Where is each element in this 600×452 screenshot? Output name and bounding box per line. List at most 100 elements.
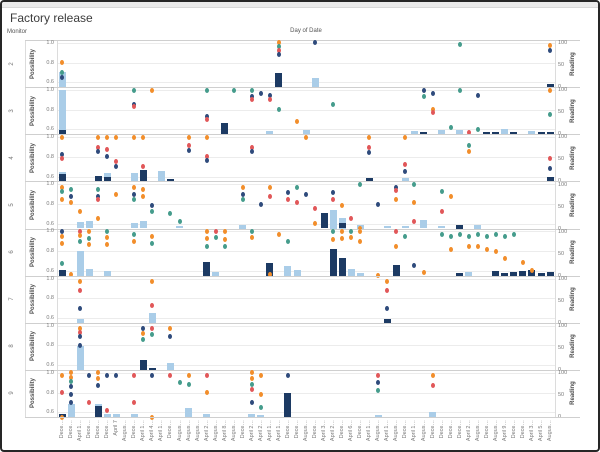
possibility-dot-n[interactable] (69, 384, 73, 390)
possibility-dot-t[interactable] (204, 87, 209, 93)
reading-bar-dark[interactable] (365, 177, 373, 182)
reading-bar-light[interactable] (284, 265, 292, 276)
reading-bar-dark[interactable] (492, 271, 500, 276)
possibility-dot-t[interactable] (475, 126, 480, 132)
column-axis-label[interactable]: Dece… (284, 420, 291, 439)
possibility-dot-n[interactable] (69, 193, 73, 199)
possibility-dot-t[interactable] (249, 228, 254, 234)
possibility-dot-t[interactable] (240, 196, 245, 202)
possibility-dot-o[interactable] (385, 279, 390, 284)
possibility-dot-o[interactable] (349, 234, 354, 240)
possibility-dot-n[interactable] (105, 154, 110, 160)
possibility-dot-o[interactable] (340, 203, 345, 209)
column-axis-label[interactable]: Dece… (95, 420, 102, 439)
column-axis-label[interactable]: Dece… (357, 420, 364, 439)
possibility-dot-t[interactable] (358, 181, 363, 187)
reading-bar-light[interactable] (248, 413, 256, 417)
possibility-dot-o[interactable] (313, 221, 317, 227)
possibility-dot-n[interactable] (204, 114, 209, 120)
reading-bar-light[interactable] (76, 319, 84, 323)
possibility-dot-n[interactable] (285, 373, 290, 379)
reading-bar-light[interactable] (176, 225, 183, 229)
possibility-dot-o[interactable] (267, 272, 272, 278)
column-axis-label[interactable]: Dece… (402, 420, 409, 439)
possibility-dot-t[interactable] (349, 228, 354, 234)
possibility-dot-o[interactable] (132, 238, 137, 244)
possibility-dot-o[interactable] (96, 134, 101, 140)
possibility-dot-t[interactable] (412, 181, 417, 187)
possibility-dot-o[interactable] (249, 370, 254, 376)
possibility-dot-r[interactable] (394, 228, 399, 234)
possibility-dot-o[interactable] (258, 391, 263, 397)
possibility-dot-t[interactable] (141, 336, 146, 342)
possibility-dot-r[interactable] (249, 144, 254, 150)
possibility-dot-o[interactable] (96, 216, 101, 222)
possibility-dot-r[interactable] (132, 373, 137, 379)
possibility-dot-n[interactable] (78, 305, 83, 311)
reading-bar-light[interactable] (438, 226, 446, 229)
possibility-dot-n[interactable] (249, 149, 254, 155)
possibility-dot-o[interactable] (96, 376, 101, 382)
column-axis-label[interactable]: Augus… (492, 420, 499, 442)
possibility-dot-o[interactable] (141, 134, 146, 140)
reading-bar-light[interactable] (148, 313, 156, 323)
possibility-dot-t[interactable] (60, 188, 64, 194)
possibility-dot-o[interactable] (222, 228, 227, 234)
reading-bar-light[interactable] (266, 130, 274, 135)
column-axis-label[interactable]: Dece… (429, 420, 436, 439)
possibility-dot-o[interactable] (87, 228, 92, 234)
possibility-dot-o[interactable] (502, 256, 507, 262)
possibility-dot-o[interactable] (240, 184, 245, 190)
possibility-dot-o[interactable] (204, 235, 209, 241)
possibility-dot-r[interactable] (204, 373, 209, 379)
column-axis-label[interactable]: Augus… (420, 420, 427, 442)
possibility-dot-t[interactable] (249, 382, 254, 388)
column-axis-label[interactable]: April 1… (140, 420, 147, 442)
reading-bar-light[interactable] (374, 414, 382, 417)
reading-bar-dark[interactable] (329, 249, 337, 276)
possibility-dot-o[interactable] (132, 184, 137, 190)
possibility-dot-t[interactable] (78, 238, 83, 244)
possibility-dot-n[interactable] (150, 373, 155, 379)
column-axis-label[interactable]: Augus… (212, 420, 219, 442)
column-axis-label[interactable]: April 2… (203, 420, 210, 442)
column-axis-label[interactable]: April 2… (330, 420, 337, 442)
reading-bar-light[interactable] (410, 130, 418, 135)
possibility-dot-n[interactable] (258, 201, 263, 207)
possibility-dot-o[interactable] (60, 240, 64, 246)
possibility-dot-t[interactable] (493, 231, 498, 237)
column-axis-label[interactable]: Dece… (294, 420, 300, 439)
possibility-dot-t[interactable] (484, 233, 489, 239)
possibility-dot-n[interactable] (548, 166, 552, 172)
possibility-dot-n[interactable] (376, 201, 381, 207)
reading-bar-dark[interactable] (139, 169, 147, 182)
possibility-dot-t[interactable] (258, 404, 263, 410)
column-axis-label[interactable]: Dece… (519, 420, 526, 439)
possibility-dot-o[interactable] (69, 199, 73, 205)
possibility-dot-o[interactable] (69, 375, 73, 381)
possibility-dot-r[interactable] (412, 219, 417, 225)
column-axis-label[interactable]: April 3… (528, 420, 535, 442)
column-axis-label[interactable]: Dece… (483, 420, 490, 439)
possibility-dot-t[interactable] (285, 238, 290, 244)
possibility-dot-o[interactable] (105, 234, 110, 240)
possibility-dot-n[interactable] (403, 169, 408, 175)
column-axis-label[interactable]: Augus… (194, 420, 201, 442)
reading-bar-light[interactable] (212, 272, 220, 276)
possibility-dot-r[interactable] (168, 373, 173, 379)
possibility-dot-o[interactable] (331, 236, 336, 242)
possibility-dot-n[interactable] (87, 373, 92, 379)
reading-bar-dark[interactable] (456, 225, 464, 229)
possibility-dot-n[interactable] (376, 380, 381, 386)
possibility-dot-r[interactable] (60, 390, 64, 395)
possibility-dot-t[interactable] (331, 228, 336, 234)
possibility-dot-n[interactable] (96, 383, 101, 389)
reading-bar-dark[interactable] (519, 271, 527, 276)
possibility-dot-o[interactable] (358, 238, 363, 244)
possibility-dot-o[interactable] (60, 373, 64, 379)
possibility-dot-o[interactable] (466, 149, 471, 155)
possibility-dot-r[interactable] (313, 206, 317, 212)
column-axis-label[interactable]: April 5… (538, 420, 544, 442)
possibility-dot-o[interactable] (150, 233, 155, 239)
possibility-dot-t[interactable] (276, 107, 281, 113)
